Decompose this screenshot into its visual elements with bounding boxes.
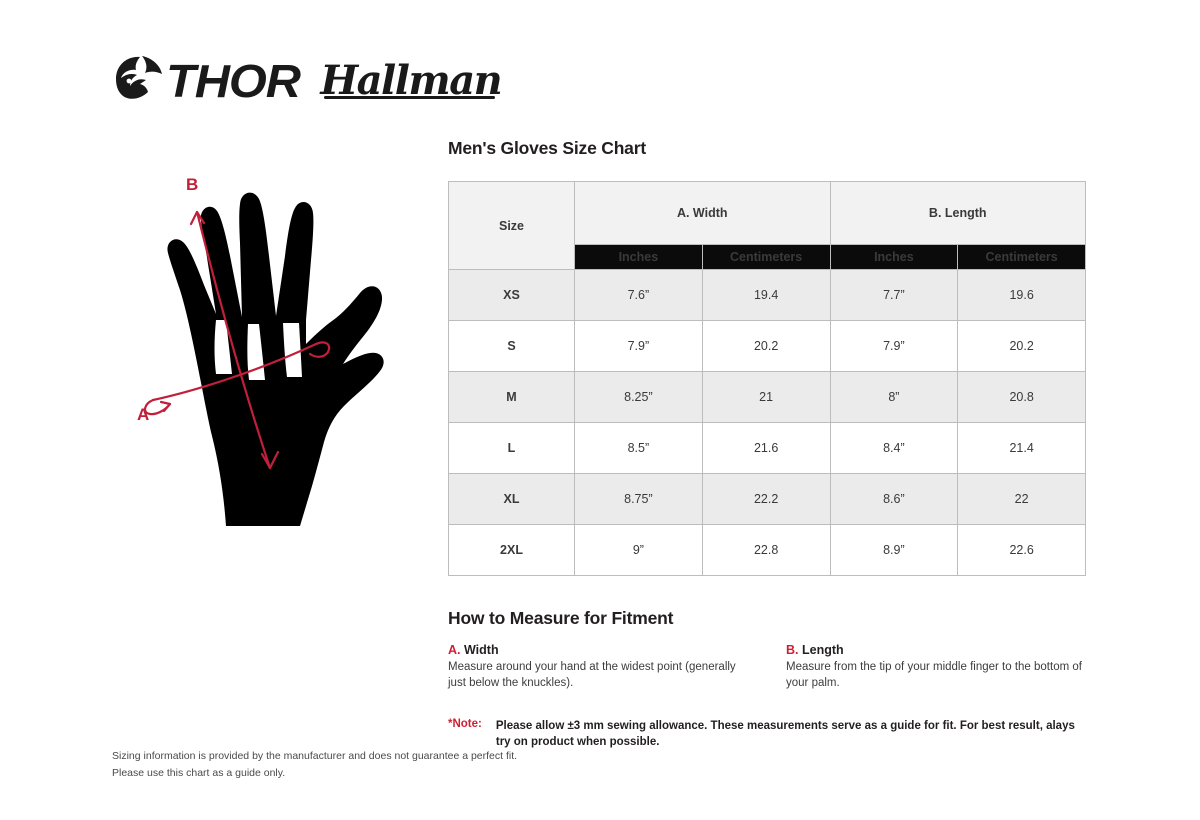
cell-length-centimeters: 22 bbox=[957, 473, 1086, 525]
length-arrow-head bbox=[260, 450, 280, 470]
cell-width-centimeters: 21.6 bbox=[701, 422, 831, 474]
column-header-size: Size bbox=[448, 181, 575, 270]
cell-width-centimeters: 20.2 bbox=[701, 320, 831, 372]
hand-silhouette bbox=[167, 192, 384, 526]
cell-width-centimeters: 22.8 bbox=[701, 524, 831, 576]
note-label: *Note: bbox=[448, 717, 482, 730]
cell-size: XS bbox=[448, 269, 575, 321]
cell-width-inches: 8.25” bbox=[574, 371, 703, 423]
table-row: 2XL 9” 22.8 8.9” 22.6 bbox=[448, 524, 1086, 576]
cell-width-inches: 7.6” bbox=[574, 269, 703, 321]
cell-width-centimeters: 21 bbox=[701, 371, 831, 423]
page-title: Men's Gloves Size Chart bbox=[448, 138, 646, 158]
label-a: A bbox=[137, 405, 149, 424]
table-row: XL 8.75” 22.2 8.6” 22 bbox=[448, 473, 1086, 525]
width-arrow-head bbox=[159, 400, 172, 413]
measurement-arrows bbox=[143, 210, 331, 470]
cell-size: S bbox=[448, 320, 575, 372]
column-header-length-centimeters: Centimeters bbox=[957, 244, 1086, 270]
cell-length-centimeters: 20.8 bbox=[957, 371, 1086, 423]
size-chart-table: Size A. Width B. Length Inches Centimete… bbox=[448, 180, 1086, 576]
label-b: B bbox=[186, 175, 198, 194]
cell-length-inches: 8” bbox=[829, 371, 959, 423]
measure-description-length: Measure from the tip of your middle fing… bbox=[786, 661, 1082, 689]
table-head: Size A. Width B. Length Inches Centimete… bbox=[448, 180, 1086, 270]
cell-size: L bbox=[448, 422, 575, 474]
width-arrow-line bbox=[151, 342, 318, 402]
measure-item-length: B. Length Measure from the tip of your m… bbox=[786, 643, 1086, 692]
cell-length-inches: 8.9” bbox=[829, 524, 959, 576]
thor-logo: THOR bbox=[112, 53, 301, 110]
length-arrow-line bbox=[195, 210, 272, 470]
measure-item-width-heading: A. Width bbox=[448, 643, 748, 657]
cell-width-inches: 8.5” bbox=[574, 422, 703, 474]
column-header-length-inches: Inches bbox=[829, 244, 959, 270]
column-group-header-length: B. Length bbox=[829, 180, 1086, 246]
footer-line-2: Please use this chart as a guide only. bbox=[112, 767, 286, 779]
cell-length-inches: 8.4” bbox=[829, 422, 959, 474]
hand-measurement-diagram: B A bbox=[120, 168, 432, 550]
column-header-width-centimeters: Centimeters bbox=[701, 244, 831, 270]
cell-width-centimeters: 22.2 bbox=[701, 473, 831, 525]
measure-columns: A. Width Measure around your hand at the… bbox=[448, 643, 1088, 692]
cell-length-centimeters: 22.6 bbox=[957, 524, 1086, 576]
cell-width-centimeters: 19.4 bbox=[701, 269, 831, 321]
measure-key-a: A. bbox=[448, 643, 461, 657]
length-arrow-tail bbox=[189, 210, 206, 226]
table-group-header-row: Size A. Width B. Length bbox=[448, 180, 1086, 270]
cell-length-centimeters: 21.4 bbox=[957, 422, 1086, 474]
cell-size: 2XL bbox=[448, 524, 575, 576]
thor-helmet-icon bbox=[112, 53, 164, 110]
cell-length-centimeters: 20.2 bbox=[957, 320, 1086, 372]
measure-key-b: B. bbox=[786, 643, 799, 657]
brand-logo-bar: THOR Hallman bbox=[112, 50, 503, 112]
cell-length-inches: 8.6” bbox=[829, 473, 959, 525]
cell-width-inches: 9” bbox=[574, 524, 703, 576]
note-row: *Note: Please allow ±3 mm sewing allowan… bbox=[448, 718, 1088, 751]
hallman-logo: Hallman bbox=[320, 57, 502, 104]
measure-item-width: A. Width Measure around your hand at the… bbox=[448, 643, 748, 692]
table-row: XS 7.6” 19.4 7.7” 19.6 bbox=[448, 269, 1086, 321]
measure-name-width: Width bbox=[463, 643, 499, 657]
measure-description-width: Measure around your hand at the widest p… bbox=[448, 661, 736, 689]
cell-length-centimeters: 19.6 bbox=[957, 269, 1086, 321]
table-body: XS 7.6” 19.4 7.7” 19.6 S 7.9” 20.2 7.9” … bbox=[448, 269, 1086, 576]
table-row: M 8.25” 21 8” 20.8 bbox=[448, 371, 1086, 423]
note-text: Please allow ±3 mm sewing allowance. The… bbox=[495, 719, 1075, 749]
footer-disclaimer: Sizing information is provided by the ma… bbox=[112, 748, 517, 782]
table-row: S 7.9” 20.2 7.9” 20.2 bbox=[448, 320, 1086, 372]
measure-name-length: Length bbox=[801, 643, 844, 657]
cell-size: XL bbox=[448, 473, 575, 525]
cell-width-inches: 7.9” bbox=[574, 320, 703, 372]
thor-wordmark: THOR bbox=[166, 55, 301, 107]
cell-length-inches: 7.9” bbox=[829, 320, 959, 372]
measure-item-length-heading: B. Length bbox=[786, 643, 1086, 657]
how-to-measure-title: How to Measure for Fitment bbox=[448, 608, 674, 628]
cell-size: M bbox=[448, 371, 575, 423]
content-column: Men's Gloves Size Chart Size A. Width B.… bbox=[448, 138, 1088, 751]
cell-width-inches: 8.75” bbox=[574, 473, 703, 525]
column-group-header-width: A. Width bbox=[574, 180, 831, 246]
table-row: L 8.5” 21.6 8.4” 21.4 bbox=[448, 422, 1086, 474]
how-to-measure-section: How to Measure for Fitment A. Width Meas… bbox=[448, 608, 1088, 751]
column-header-width-inches: Inches bbox=[574, 244, 703, 270]
width-arrow-loop-right bbox=[308, 341, 331, 358]
footer-line-1: Sizing information is provided by the ma… bbox=[112, 750, 518, 762]
cell-length-inches: 7.7” bbox=[829, 269, 959, 321]
